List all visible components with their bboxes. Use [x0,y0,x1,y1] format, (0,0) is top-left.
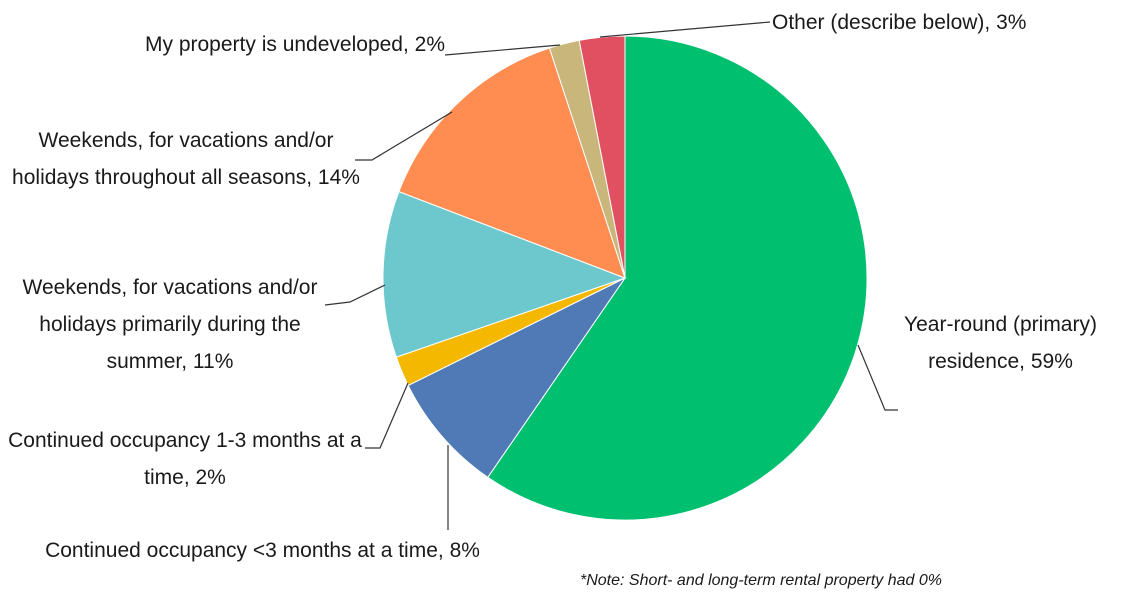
data-label: Continued occupancy <3 months at a time,… [45,539,480,562]
leader-line [355,111,453,161]
pie-slice [407,276,627,479]
slices [382,35,868,521]
data-label: Year-round (primary) residence, 59% [904,313,1097,373]
pie-slice [398,47,626,279]
leader-line [365,382,409,449]
leader-line [444,44,561,56]
note: *Note: Short- and long-term rental prope… [580,572,942,589]
pie-slice [487,35,868,521]
data-label: Weekends, for vacations and/or holidays … [12,129,360,189]
data-label: My property is undeveloped, 2% [145,33,445,56]
data-label: Other (describe below), 3% [772,11,1027,34]
data-label: Weekends, for vacations and/or holidays … [22,276,318,373]
leader-line [857,344,898,411]
data-label: Continued occupancy 1-3 months at a time… [8,429,362,489]
pie-slice [382,190,627,358]
leader-line [599,21,771,38]
leader-line [324,284,386,306]
